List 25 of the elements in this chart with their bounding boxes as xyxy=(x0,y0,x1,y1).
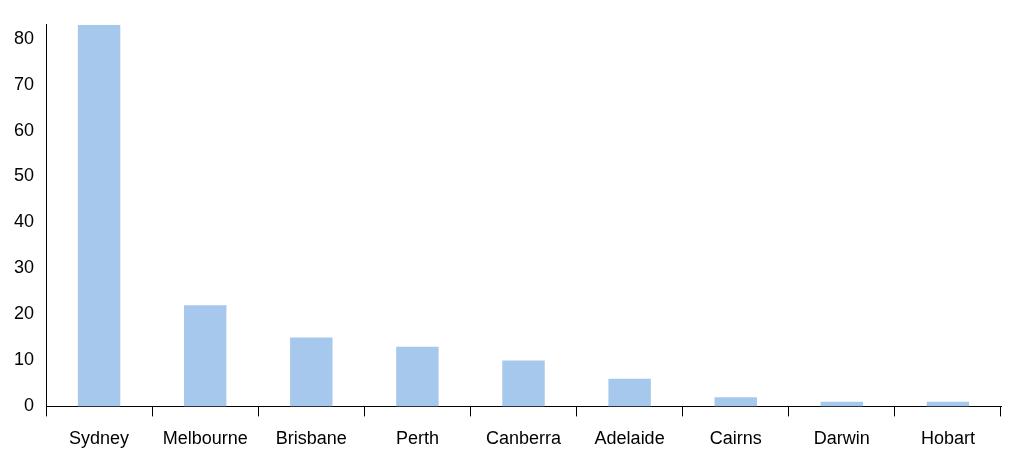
x-tick-label: Brisbane xyxy=(275,428,347,449)
bar xyxy=(396,346,439,407)
y-tick-label: 10 xyxy=(13,349,35,370)
y-tick-label: 80 xyxy=(13,27,35,48)
x-tick-label: Cairns xyxy=(709,428,762,449)
y-tick-label: 0 xyxy=(24,395,35,416)
x-tick-label: Darwin xyxy=(813,428,870,449)
bar xyxy=(608,378,651,407)
y-tick-label: 20 xyxy=(13,303,35,324)
x-tick-label: Adelaide xyxy=(594,428,665,449)
bar xyxy=(290,337,333,407)
y-tick-label: 70 xyxy=(13,73,35,94)
bar xyxy=(183,305,227,407)
y-tick-label: 30 xyxy=(13,257,35,278)
x-tick-label: Hobart xyxy=(920,428,975,449)
y-tick-label: 60 xyxy=(13,119,35,140)
x-tick-label: Melbourne xyxy=(162,428,248,449)
x-tick-label: Canberra xyxy=(485,428,563,449)
x-tick-label: Perth xyxy=(395,428,439,449)
x-tick-label: Sydney xyxy=(69,428,130,449)
y-tick-label: 50 xyxy=(13,165,35,186)
bar xyxy=(502,360,545,407)
bar xyxy=(77,24,121,407)
y-tick-label: 40 xyxy=(13,211,35,232)
bar xyxy=(714,397,757,407)
